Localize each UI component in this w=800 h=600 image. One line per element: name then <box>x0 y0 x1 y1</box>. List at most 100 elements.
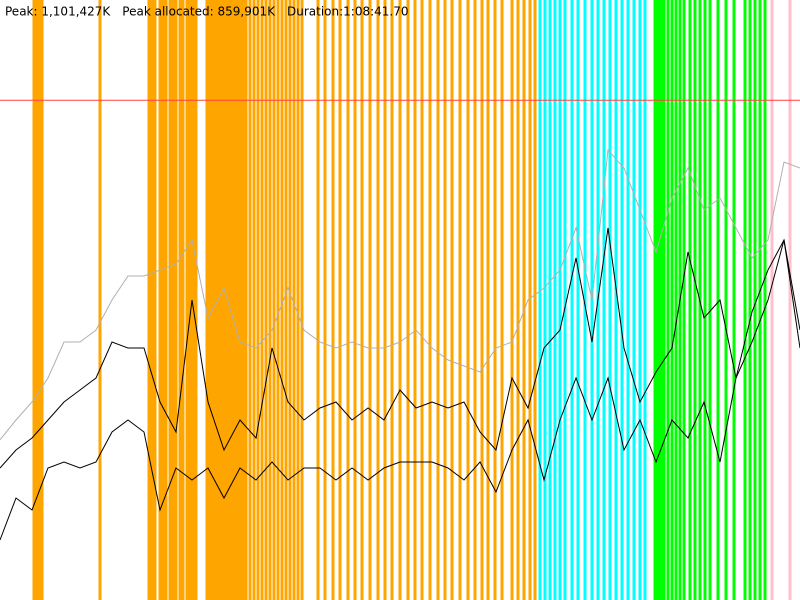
event-band <box>732 0 736 600</box>
event-band <box>260 0 264 600</box>
event-band <box>368 0 372 600</box>
event-band <box>620 0 624 600</box>
header: Peak: 1,101,427K Peak allocated: 859,901K… <box>5 5 409 19</box>
event-band <box>284 0 288 600</box>
event-band <box>188 0 192 600</box>
event-band <box>205 0 209 600</box>
event-band <box>280 0 284 600</box>
event-band <box>653 0 657 600</box>
event-band <box>229 0 233 600</box>
event-band <box>323 0 327 600</box>
event-band <box>543 0 547 600</box>
event-band <box>223 0 227 600</box>
event-band <box>703 0 707 600</box>
event-band <box>208 0 212 600</box>
event-band <box>390 0 394 600</box>
event-band <box>164 0 168 600</box>
event-band <box>191 0 195 600</box>
event-band <box>626 0 630 600</box>
event-band <box>608 0 612 600</box>
event-band <box>264 0 268 600</box>
event-band <box>724 0 728 600</box>
event-band <box>235 0 239 600</box>
event-band <box>150 0 154 600</box>
stat-label: Peak: 1,101,427K <box>5 5 111 19</box>
event-band <box>40 0 44 600</box>
event-band <box>450 0 454 600</box>
event-band <box>558 0 562 600</box>
event-band <box>614 0 618 600</box>
event-band <box>486 0 490 600</box>
event-band <box>217 0 221 600</box>
event-band <box>171 0 175 600</box>
memory-line <box>0 148 800 441</box>
event-band <box>688 0 692 600</box>
event-band <box>753 0 757 600</box>
event-band <box>500 0 504 600</box>
event-band <box>238 0 242 600</box>
event-band <box>346 0 350 600</box>
event-band <box>656 0 660 600</box>
event-band <box>147 0 151 600</box>
event-band <box>211 0 215 600</box>
event-band <box>161 0 165 600</box>
event-band <box>528 0 532 600</box>
memory-line <box>0 239 800 541</box>
event-band <box>300 0 304 600</box>
event-band <box>296 0 300 600</box>
event-band <box>533 0 537 600</box>
event-band <box>241 0 245 600</box>
event-band <box>788 0 792 600</box>
event-band <box>510 0 514 600</box>
event-band <box>383 0 387 600</box>
event-band <box>662 0 666 600</box>
event-band <box>748 0 752 600</box>
event-band <box>376 0 380 600</box>
event-band <box>194 0 198 600</box>
event-band <box>398 0 402 600</box>
event-band <box>493 0 497 600</box>
event-band <box>331 0 335 600</box>
event-band <box>276 0 280 600</box>
event-band <box>244 0 248 600</box>
event-band <box>716 0 720 600</box>
event-band <box>32 0 36 600</box>
event-band <box>480 0 484 600</box>
event-band <box>638 0 642 600</box>
event-band <box>178 0 182 600</box>
event-band <box>252 0 256 600</box>
event-band <box>406 0 410 600</box>
event-band <box>538 0 542 600</box>
event-band <box>268 0 272 600</box>
event-band <box>288 0 292 600</box>
event-band <box>553 0 557 600</box>
event-band <box>272 0 276 600</box>
event-band <box>168 0 172 600</box>
event-band <box>548 0 552 600</box>
event-band <box>458 0 462 600</box>
event-band <box>353 0 357 600</box>
lines <box>0 99 800 541</box>
event-band <box>420 0 424 600</box>
event-band <box>360 0 364 600</box>
event-band <box>576 0 580 600</box>
event-band <box>643 0 647 600</box>
event-band <box>153 0 157 600</box>
event-band <box>770 0 774 600</box>
event-band <box>338 0 342 600</box>
event-band <box>248 0 252 600</box>
event-band <box>516 0 520 600</box>
event-band <box>473 0 477 600</box>
event-band <box>570 0 574 600</box>
event-band <box>708 0 712 600</box>
event-band <box>185 0 189 600</box>
stat-label: Duration:1:08:41.70 <box>287 5 409 19</box>
event-band <box>602 0 606 600</box>
event-band <box>214 0 218 600</box>
event-band <box>522 0 526 600</box>
event-band <box>583 0 587 600</box>
event-band <box>682 0 686 600</box>
event-band <box>35 0 39 600</box>
events <box>32 0 792 600</box>
